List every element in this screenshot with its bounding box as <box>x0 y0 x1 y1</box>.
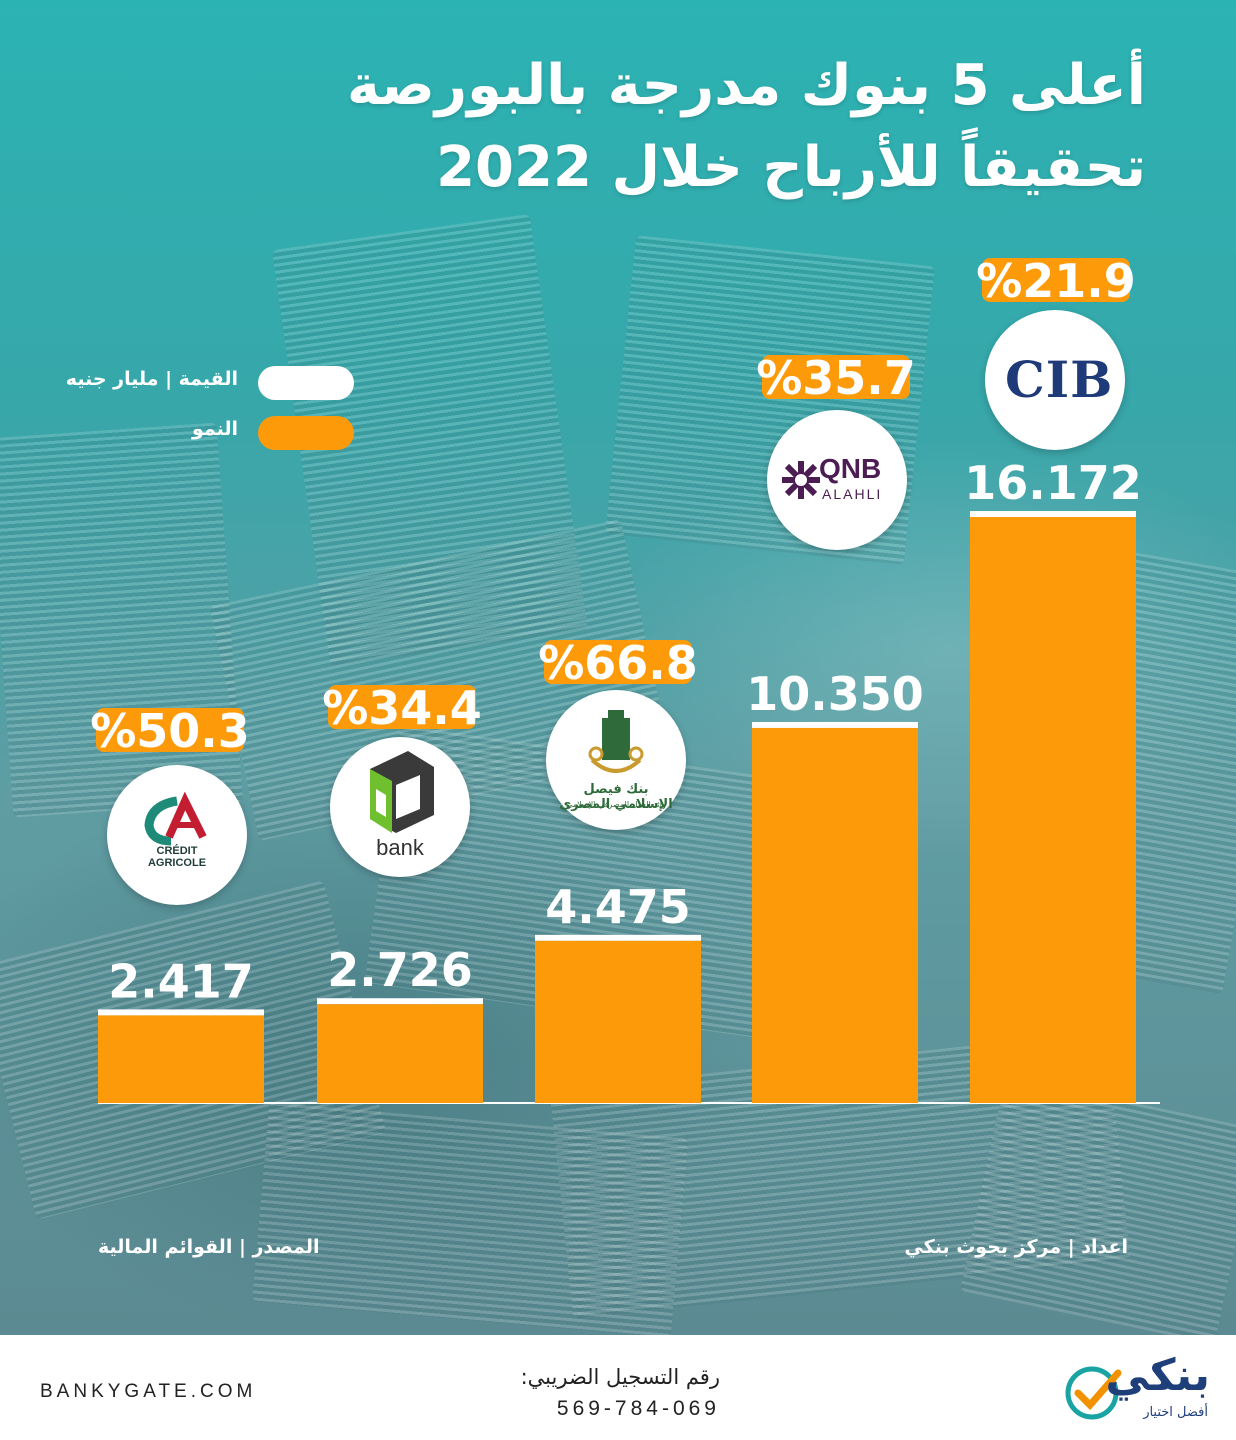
faisal-mark-icon <box>588 710 644 773</box>
bar-cap <box>752 721 918 728</box>
growth-badge <box>96 708 244 752</box>
brand-check-icon <box>1065 1366 1122 1420</box>
bar-cap <box>317 998 483 1005</box>
bar <box>970 517 1136 1103</box>
bar-chart: 2.417 2.726 4.475 10.350 16.172 %50.3 %34.4 %66… <box>90 254 1142 1103</box>
qnb-logo-text: QNB <box>819 453 882 484</box>
faisal-logo-text: بنك فيصل الإسلامي المصري <box>559 782 673 812</box>
brand-logo: بنكي أفضل اختيار <box>1060 1349 1210 1433</box>
legend-growth: النمو <box>40 416 354 452</box>
source-note: المصدر | القوائم المالية <box>98 1236 320 1258</box>
ca-logo-text-line-1: CRÉDIT <box>156 845 198 857</box>
ca-mark-icon <box>144 791 207 846</box>
qnb-alahli-logo-icon: QNB ALAHLI <box>767 410 907 550</box>
growth-badge <box>982 258 1130 302</box>
prepared-by-note: اعداد | مركز بحوث بنكي <box>904 1236 1128 1258</box>
bar-cap <box>98 1009 264 1016</box>
hd-logo-text: bank <box>376 835 424 860</box>
qnb-mark-icon <box>782 461 820 499</box>
bar-cap <box>970 511 1136 517</box>
chart-title: أعلى 5 بنوك مدرجة بالبورصة تحقيقاً للأرب… <box>246 45 1146 209</box>
bar <box>98 1015 264 1103</box>
legend-growth-swatch <box>258 416 354 450</box>
growth-label: %21.9 <box>976 254 1136 308</box>
cib-logo-icon: CIB <box>985 310 1125 450</box>
bar <box>535 940 701 1103</box>
bar <box>752 727 918 1103</box>
footer-bar: BANKYGATE.COM رقم التسجيل الضريبي: 569-7… <box>0 1335 1236 1440</box>
growth-badge <box>762 355 910 399</box>
growth-badge <box>544 640 692 684</box>
ca-logo-text: CRÉDIT AGRICOLE <box>107 845 247 869</box>
bar-value-label: 10.350 <box>746 667 924 721</box>
credit-agricole-logo-icon: CRÉDIT AGRICOLE <box>107 765 247 905</box>
bar-cap <box>535 934 701 941</box>
hd-bank-logo-icon: bank <box>330 737 470 877</box>
bar <box>317 1004 483 1103</box>
growth-label: %66.8 <box>538 636 698 690</box>
hd-mark-icon <box>370 751 434 833</box>
growth-label: %35.7 <box>756 351 916 405</box>
brand-tagline: أفضل اختيار <box>1143 1405 1208 1420</box>
growth-label: %50.3 <box>90 704 250 758</box>
bar-value-label: 2.417 <box>108 954 254 1008</box>
bar-value-label: 16.172 <box>964 456 1142 510</box>
tax-registration-number: 569-784-069 <box>556 1397 720 1420</box>
legend-value-label: القيمة | مليار جنيه <box>65 368 238 390</box>
chart-title-line-1: أعلى 5 بنوك مدرجة بالبورصة <box>346 53 1146 118</box>
qnb-logo-subtext: ALAHLI <box>822 486 883 502</box>
faisal-logo-subtext: رائد العمل المصرفي الإسلامي <box>566 800 666 809</box>
cib-logo-text: CIB <box>1005 350 1114 409</box>
faisal-islamic-bank-logo-icon: بنك فيصل الإسلامي المصري رائد العمل المص… <box>546 690 686 830</box>
website-link[interactable]: BANKYGATE.COM <box>40 1381 257 1402</box>
legend-value-swatch <box>258 366 354 400</box>
tax-registration-label: رقم التسجيل الضريبي: <box>520 1365 720 1389</box>
legend-value: القيمة | مليار جنيه <box>40 366 354 402</box>
growth-badge <box>328 685 476 729</box>
ca-logo-text-line-2: AGRICOLE <box>147 857 207 869</box>
bar-value-label: 4.475 <box>545 880 691 934</box>
chart-title-line-2: تحقيقاً للأرباح خلال 2022 <box>436 135 1146 200</box>
bar-value-label: 2.726 <box>327 943 473 997</box>
legend-growth-label: النمو <box>191 418 238 440</box>
growth-label: %34.4 <box>322 681 482 735</box>
brand-name: بنكي <box>1105 1350 1210 1401</box>
